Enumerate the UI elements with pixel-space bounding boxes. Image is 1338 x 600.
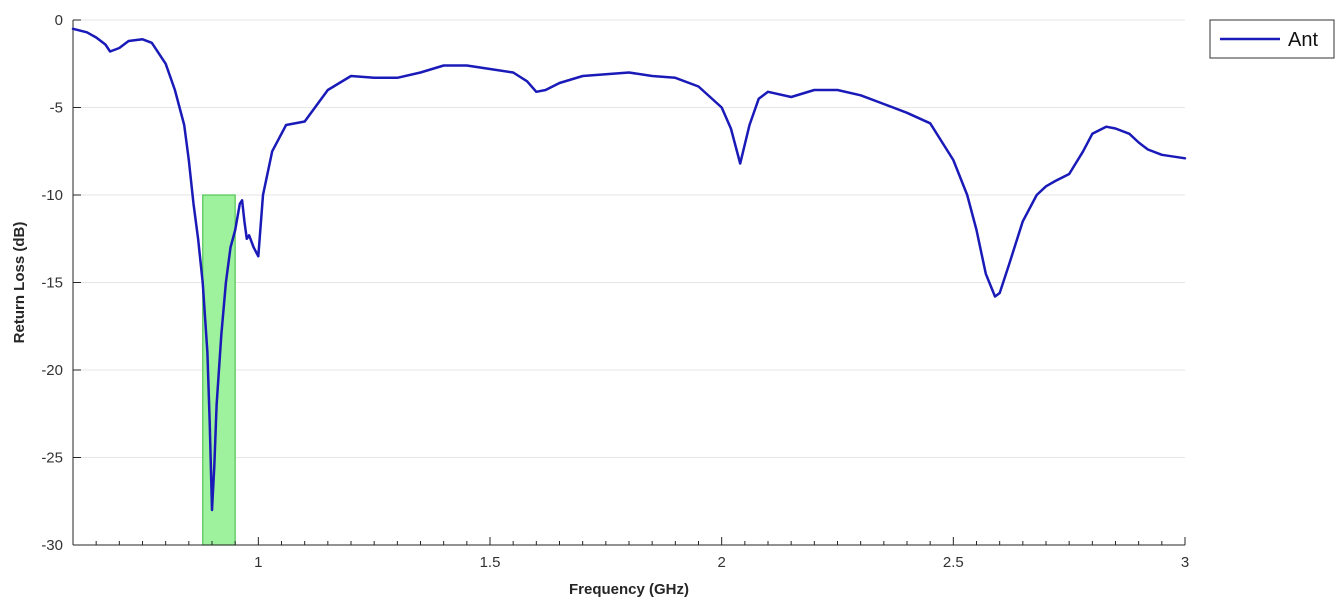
tick-layer: 1 1.5 2 2.5 3 0 -5 -10 -15 -20 -25 -30	[41, 12, 1189, 571]
y-tick-label: -5	[50, 100, 63, 117]
y-tick-label: -25	[41, 450, 63, 467]
x-tick-label: 1	[254, 554, 262, 571]
x-tick-label: 2.5	[943, 554, 964, 571]
grid-layer	[73, 19, 1185, 458]
axes-layer	[72, 19, 1186, 546]
y-tick-label: -20	[41, 362, 63, 379]
y-axis-label: Return Loss (dB)	[11, 222, 28, 344]
series-line-ant	[71, 27, 1187, 512]
series-layer	[71, 27, 1187, 512]
y-tick-label: -15	[41, 275, 63, 292]
x-axis-label: Frequency (GHz)	[569, 581, 689, 598]
legend-series-label: Ant	[1288, 29, 1318, 51]
y-tick-label: -30	[41, 537, 63, 554]
x-tick-label: 2	[717, 554, 725, 571]
y-tick-label: -10	[41, 187, 63, 204]
x-tick-label: 3	[1181, 554, 1189, 571]
legend: Ant	[1209, 19, 1335, 59]
x-tick-label: 1.5	[480, 554, 501, 571]
y-tick-label: 0	[55, 12, 63, 29]
